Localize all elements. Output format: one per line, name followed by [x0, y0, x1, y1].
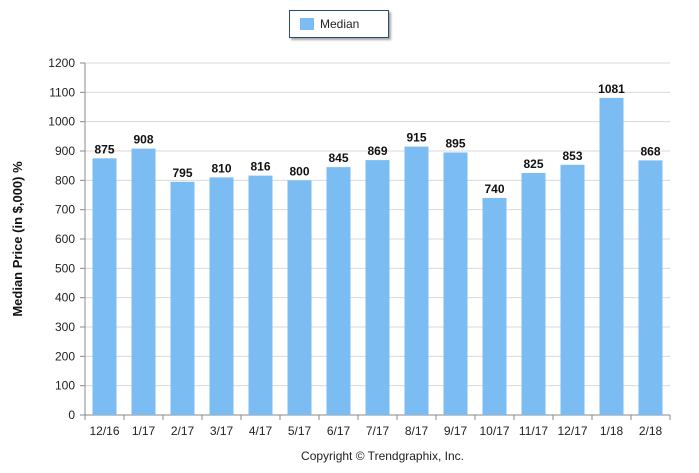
data-label: 853: [562, 149, 582, 163]
y-tick-label: 500: [55, 261, 75, 275]
bar-7-17: [365, 160, 390, 415]
x-tick-label: 9/17: [444, 424, 468, 438]
legend-label-median: Median: [320, 17, 360, 31]
data-label: 740: [484, 182, 504, 196]
y-tick-label: 600: [55, 232, 75, 246]
x-tick-label: 3/17: [210, 424, 234, 438]
bar-2-17: [170, 181, 195, 415]
bar-10-17: [482, 197, 507, 415]
x-tick-label: 4/17: [249, 424, 273, 438]
y-tick-label: 0: [68, 408, 75, 422]
x-tick-label: 5/17: [288, 424, 312, 438]
x-tick-label: 8/17: [405, 424, 429, 438]
x-tick-label: 2/17: [171, 424, 195, 438]
y-tick-label: 1200: [48, 56, 75, 70]
y-tick-label: 300: [55, 320, 75, 334]
data-label: 845: [328, 151, 348, 165]
x-tick-label: 1/17: [132, 424, 156, 438]
y-tick-label: 1100: [49, 85, 75, 99]
x-tick-label: 1/18: [600, 424, 624, 438]
bar-1-18: [599, 97, 624, 415]
x-tick-label: 2/18: [639, 424, 663, 438]
data-label: 915: [406, 131, 426, 145]
x-tick-label: 12/16: [89, 424, 119, 438]
data-label: 1081: [598, 82, 625, 96]
bar-5-17: [287, 180, 312, 415]
legend: Median: [289, 10, 389, 38]
bar-3-17: [209, 177, 234, 415]
bar-6-17: [326, 167, 351, 415]
y-tick-label: 400: [55, 291, 75, 305]
y-tick-label: 700: [55, 203, 75, 217]
bar-2-18: [638, 160, 663, 415]
legend-swatch-median: [300, 18, 314, 30]
data-label: 869: [367, 144, 387, 158]
y-tick-label: 1000: [48, 115, 75, 129]
x-tick-label: 7/17: [366, 424, 390, 438]
y-tick-label: 900: [55, 144, 75, 158]
y-tick-label: 800: [55, 173, 75, 187]
bar-8-17: [404, 146, 429, 415]
bar-12-17: [560, 164, 585, 415]
y-tick-label: 100: [55, 379, 75, 393]
data-label: 908: [133, 133, 153, 147]
data-label: 795: [172, 166, 192, 180]
y-tick-label: 200: [55, 349, 75, 363]
data-label: 825: [523, 157, 543, 171]
bar-1-17: [131, 148, 156, 416]
y-axis-title: Median Price (in $,000) %: [10, 161, 25, 317]
data-label: 816: [250, 160, 270, 174]
copyright-footer: Copyright © Trendgraphix, Inc.: [301, 449, 464, 463]
bar-4-17: [248, 175, 273, 415]
bar-9-17: [443, 152, 468, 415]
bar-11-17: [521, 173, 546, 415]
data-label: 875: [94, 142, 114, 156]
data-label: 895: [445, 136, 465, 150]
x-tick-label: 10/17: [479, 424, 509, 438]
bar-12-16: [92, 158, 117, 416]
x-tick-label: 6/17: [327, 424, 351, 438]
data-label: 800: [289, 164, 309, 178]
data-label: 868: [640, 144, 660, 158]
x-tick-label: 12/17: [557, 424, 587, 438]
x-tick-label: 11/17: [519, 424, 548, 438]
data-label: 810: [211, 161, 231, 175]
